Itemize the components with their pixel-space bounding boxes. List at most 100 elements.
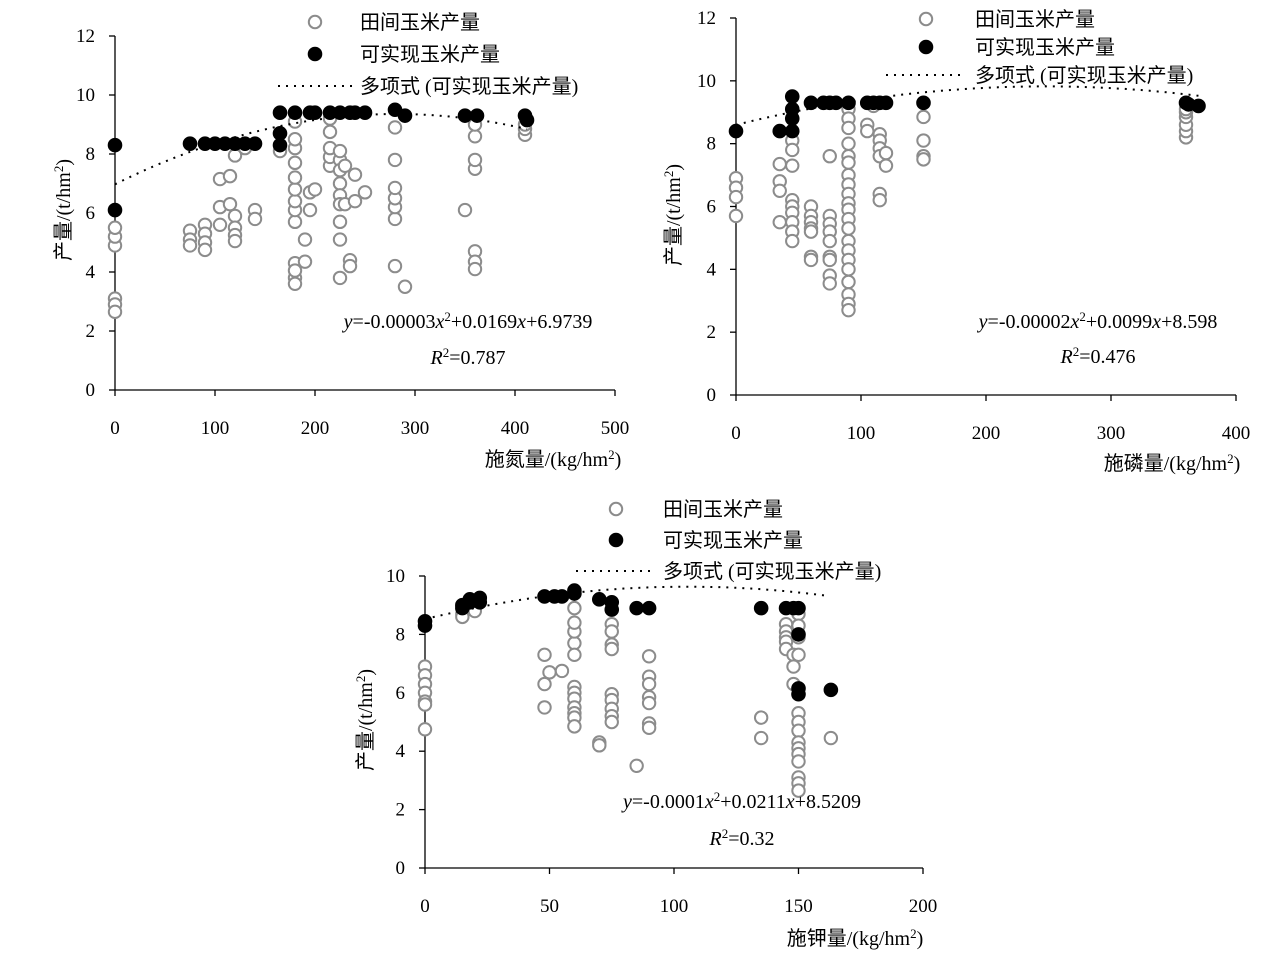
y-tick-label: 4: [707, 259, 717, 280]
field-yield-point: [592, 738, 607, 753]
field-yield-point: [791, 723, 806, 738]
x-tick-label: 0: [731, 423, 741, 444]
y-tick-label: 10: [76, 85, 95, 106]
field-yield-point: [772, 183, 787, 198]
field-yield-point: [916, 109, 931, 125]
x-tick-label: 300: [401, 418, 430, 439]
legend-attainable-label: 可实现玉米产量: [663, 529, 803, 552]
legend-field-marker: [307, 14, 323, 30]
legend-poly-label: 多项式 (可实现玉米产量): [360, 75, 578, 98]
field-yield-point: [227, 233, 243, 249]
x-tick-label: 300: [1097, 423, 1126, 444]
attainable-yield-point: [784, 89, 800, 104]
field-yield-point: [841, 221, 856, 236]
x-tick-label: 200: [909, 896, 938, 917]
legend-attainable-label: 可实现玉米产量: [360, 43, 500, 66]
attainable-yield-point: [519, 112, 535, 128]
attainable-yield-point: [592, 592, 607, 607]
field-yield-point: [791, 647, 806, 663]
field-yield-point: [107, 220, 123, 235]
field-yield-point: [287, 276, 303, 291]
field-yield-point: [822, 276, 837, 291]
field-yield-point: [791, 783, 806, 798]
attainable-yield-point: [469, 108, 485, 123]
x-tick-label: 400: [501, 418, 530, 439]
attainable-yield-point: [728, 123, 744, 139]
field-yield-point: [537, 647, 552, 663]
field-yield-point: [342, 258, 358, 274]
field-yield-point: [197, 242, 213, 258]
field-yield-point: [872, 193, 887, 208]
y-tick-label: 12: [697, 8, 716, 29]
field-yield-point: [542, 665, 557, 680]
field-yield-point: [287, 132, 303, 147]
field-yield-point: [567, 615, 582, 630]
field-yield-point: [841, 302, 856, 318]
y-tick-label: 8: [86, 144, 96, 165]
field-yield-point: [641, 649, 657, 664]
field-yield-point: [785, 158, 800, 173]
attainable-yield-point: [1191, 98, 1206, 114]
y-axis-title: 产量/(t/hm2): [353, 669, 378, 771]
x-tick-label: 200: [301, 418, 330, 439]
field-yield-point: [357, 185, 373, 200]
x-tick-label: 500: [601, 418, 630, 439]
x-tick-label: 0: [420, 896, 430, 917]
field-yield-point: [537, 676, 552, 692]
attainable-yield-point: [357, 105, 373, 120]
field-yield-point: [728, 189, 744, 205]
attainable-yield-point: [791, 600, 806, 616]
attainable-yield-point: [841, 95, 856, 111]
field-yield-point: [247, 211, 263, 227]
field-yield-point: [822, 252, 837, 268]
x-tick-label: 200: [972, 423, 1001, 444]
x-tick-label: 100: [660, 896, 689, 917]
attainable-yield-point: [472, 594, 488, 610]
field-yield-point: [297, 254, 313, 269]
field-yield-point: [860, 123, 875, 139]
field-yield-point: [629, 758, 644, 773]
y-tick-label: 0: [86, 380, 96, 401]
attainable-yield-point: [784, 123, 800, 139]
x-tick-label: 100: [847, 423, 876, 444]
field-yield-point: [803, 252, 819, 268]
field-yield-point: [457, 202, 473, 218]
field-yield-point: [347, 194, 363, 209]
x-tick-label: 400: [1222, 423, 1251, 444]
attainable-yield-point: [784, 101, 800, 117]
field-yield-point: [332, 214, 348, 230]
y-tick-label: 6: [707, 197, 717, 218]
field-yield-point: [785, 233, 800, 249]
field-yield-point: [791, 754, 806, 769]
y-tick-label: 4: [86, 262, 96, 283]
x-tick-label: 0: [110, 418, 120, 439]
legend-attainable-label: 可实现玉米产量: [975, 36, 1115, 59]
field-yield-point: [307, 182, 323, 197]
legend-poly-label: 多项式 (可实现玉米产量): [975, 64, 1193, 87]
field-yield-point: [878, 158, 894, 173]
field-yield-point: [467, 152, 483, 168]
attainable-yield-point: [629, 600, 644, 616]
field-yield-point: [604, 714, 619, 730]
field-yield-point: [841, 155, 856, 170]
field-yield-point: [753, 710, 769, 725]
attainable-yield-point: [107, 137, 123, 153]
field-yield-point: [772, 156, 787, 172]
attainable-yield-point: [287, 105, 303, 120]
field-yield-point: [107, 304, 123, 320]
field-yield-point: [641, 695, 657, 711]
y-tick-label: 2: [396, 800, 406, 821]
field-yield-point: [567, 719, 582, 734]
attainable-yield-point: [397, 108, 413, 123]
regression-equation: y=-0.0001x2+0.0211x+8.5209: [621, 789, 861, 814]
attainable-yield-point: [307, 105, 323, 120]
field-yield-point: [554, 663, 570, 679]
x-axis-title: 施氮量/(kg/hm2): [485, 447, 622, 472]
legend-poly-label: 多项式 (可实现玉米产量): [663, 560, 881, 583]
y-tick-label: 2: [707, 322, 717, 343]
attainable-yield-point: [247, 136, 263, 151]
attainable-yield-point: [823, 682, 839, 698]
y-axis-title: 产量/(t/hm2): [51, 159, 76, 261]
field-yield-point: [297, 232, 313, 247]
field-yield-point: [287, 214, 303, 230]
